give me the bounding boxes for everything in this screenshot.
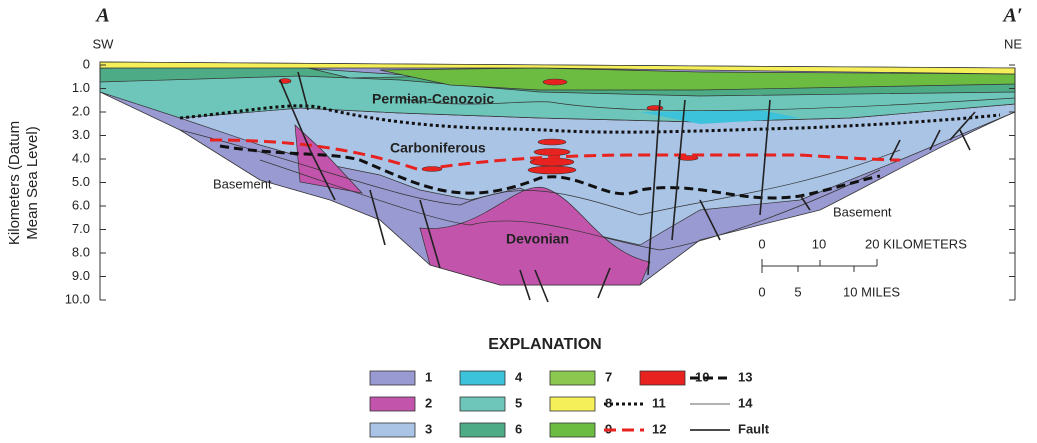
legend-swatch (460, 397, 505, 411)
legend-swatch (370, 397, 415, 411)
unit-label: Devonian (506, 231, 569, 247)
unit-label: Carboniferous (390, 140, 486, 156)
legend-label: 13 (738, 369, 752, 384)
legend-swatch (370, 423, 415, 437)
axis-tick-label: 3.0 (72, 127, 90, 142)
legend-label: 5 (515, 395, 522, 410)
legend-swatch (550, 423, 595, 437)
legend-label: 3 (425, 421, 432, 436)
legend-swatch (640, 371, 685, 385)
axis-tick-label: 6.0 (72, 197, 90, 212)
legend-title: EXPLANATION (488, 336, 601, 353)
axis-label: Kilometers (DatumMean Sea Level) (6, 121, 41, 245)
scale-label: 10 (812, 236, 826, 251)
scale-label: 20 KILOMETERS (865, 236, 967, 251)
direction-label: NE (1004, 36, 1022, 51)
legend-label: 2 (425, 395, 432, 410)
direction-label: SW (93, 36, 115, 51)
legend-label: 4 (515, 369, 523, 384)
scale-label: 0 (758, 236, 765, 251)
legend-label: 12 (652, 421, 666, 436)
legend: 1234567891011121314Fault (370, 369, 770, 437)
legend-label: 11 (652, 395, 666, 410)
legend-label: 7 (605, 369, 612, 384)
axis-label-part: Kilometers (Datum (6, 121, 23, 245)
axis-tick-label: 7.0 (72, 221, 90, 236)
section-start-label: A (94, 5, 109, 27)
legend-label: 14 (738, 395, 753, 410)
page: A SW A′ NE 0 1.0 2.0 3.0 4.0 5.0 6.0 7.0 8.0 9.0 1… (0, 0, 1037, 443)
axis-tick-label: 4.0 (72, 150, 90, 165)
axis-tick-label: 5.0 (72, 174, 90, 189)
legend-label: 6 (515, 421, 522, 436)
axis-tick-label: 8.0 (72, 244, 90, 259)
axis-tick-label: 0 (83, 56, 90, 71)
legend-label: Fault (738, 421, 770, 436)
section-end-label: A′ (1002, 5, 1023, 27)
unit-label: Basement (213, 176, 272, 191)
unit-label: Permian-Cenozoic (372, 91, 494, 107)
scale-label: 5 (794, 284, 801, 299)
axis-tick-label: 9.0 (72, 268, 90, 283)
legend-swatch (550, 371, 595, 385)
legend-swatch (370, 371, 415, 385)
legend-label: 1 (425, 369, 432, 384)
legend-swatch (460, 423, 505, 437)
diagram: A SW A′ NE 0 1.0 2.0 3.0 4.0 5.0 6.0 7.0 8.0 9.0 1… (0, 0, 1037, 438)
axis-label-part: Mean Sea Level) (24, 126, 41, 239)
scale-label: 0 (758, 284, 765, 299)
axis-tick-label: 10.0 (65, 291, 90, 306)
legend-swatch (550, 397, 595, 411)
axis-tick-label: 1.0 (72, 80, 90, 95)
axis-tick-label: 2.0 (72, 103, 90, 118)
unit-label: Basement (833, 204, 892, 219)
scale-bar: 0 10 20 KILOMETERS 0 5 10 MILES (758, 236, 967, 299)
scale-label: 10 MILES (843, 284, 900, 299)
legend-swatch (460, 371, 505, 385)
